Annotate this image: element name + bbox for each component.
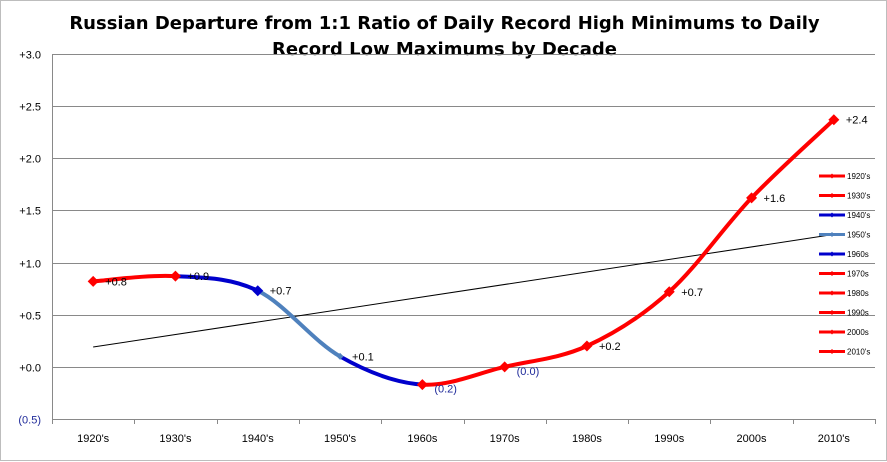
legend-marker bbox=[829, 290, 835, 296]
legend-marker bbox=[829, 310, 835, 315]
axes bbox=[52, 54, 876, 424]
legend-label: 1920's bbox=[847, 172, 870, 181]
legend-label: 1940's bbox=[847, 211, 870, 220]
legend-label: 1990s bbox=[847, 309, 869, 318]
legend-label: 2000s bbox=[847, 328, 869, 337]
data-label: +0.7 bbox=[681, 287, 703, 299]
data-label: +0.2 bbox=[599, 341, 621, 353]
data-point bbox=[416, 379, 428, 391]
legend-label: 2010's bbox=[847, 348, 870, 357]
gridlines bbox=[52, 54, 875, 368]
data-label: +2.4 bbox=[846, 115, 868, 127]
data-point bbox=[663, 286, 675, 298]
y-tick-label: +1.5 bbox=[19, 206, 41, 218]
data-label: +1.6 bbox=[764, 193, 786, 205]
legend-marker bbox=[829, 232, 835, 237]
data-point bbox=[746, 192, 758, 204]
legend-label: 1930's bbox=[847, 192, 870, 201]
y-tick-label: +1.0 bbox=[19, 259, 41, 271]
x-tick-label: 1930's bbox=[159, 433, 192, 445]
x-tick-label: 1920's bbox=[77, 433, 110, 445]
series-segment bbox=[255, 288, 343, 359]
x-tick-label: 1960s bbox=[407, 433, 437, 445]
legend-marker bbox=[829, 212, 835, 218]
legend-marker bbox=[829, 251, 835, 257]
data-point bbox=[336, 352, 344, 360]
series-segment bbox=[420, 364, 507, 387]
legend-marker bbox=[829, 193, 835, 198]
series-segment bbox=[173, 274, 260, 293]
x-tick-label: 2010's bbox=[818, 433, 851, 445]
legend-label: 1970s bbox=[847, 270, 869, 279]
y-tick-label: +2.5 bbox=[19, 102, 41, 114]
series-segment bbox=[584, 289, 672, 348]
legend-label: 1960s bbox=[847, 250, 869, 259]
legend-label: 1980s bbox=[847, 289, 869, 298]
x-tick-label: 1970s bbox=[490, 433, 520, 445]
legend-marker bbox=[829, 173, 835, 179]
data-point bbox=[828, 114, 840, 126]
x-tick-label: 2000s bbox=[737, 433, 767, 445]
data-point bbox=[499, 361, 511, 373]
y-axis-tick-labels: +3.0 +2.5 +2.0 +1.5 +1.0 +0.5 +0.0 (0.5) bbox=[18, 50, 41, 427]
y-tick-label: (0.5) bbox=[18, 415, 41, 427]
data-point bbox=[87, 275, 99, 287]
y-tick-label: +2.0 bbox=[19, 154, 41, 166]
series-segment bbox=[502, 344, 589, 369]
legend-marker bbox=[829, 271, 835, 276]
y-tick-label: +3.0 bbox=[19, 50, 41, 62]
y-tick-label: +0.5 bbox=[19, 311, 41, 323]
x-axis-tick-labels: 1920's 1930's 1940's 1950's 1960s 1970s 1980s 1… bbox=[77, 433, 850, 445]
data-label: +0.7 bbox=[270, 286, 292, 298]
data-label: +0.1 bbox=[352, 351, 374, 363]
legend-marker bbox=[829, 329, 835, 335]
x-tick-label: 1980s bbox=[572, 433, 602, 445]
series-segment bbox=[749, 117, 836, 200]
data-label: (0.0) bbox=[517, 366, 540, 378]
data-point bbox=[169, 270, 181, 282]
x-tick-label: 1990s bbox=[654, 433, 684, 445]
legend-label: 1950's bbox=[847, 231, 870, 240]
data-markers bbox=[87, 114, 840, 391]
legend: 1920's 1930's 1940's 1950's 1960s 1970s 1980s 1… bbox=[819, 172, 870, 357]
series-segment bbox=[667, 195, 754, 294]
trendline-layer bbox=[93, 233, 834, 348]
data-label: (0.2) bbox=[434, 384, 457, 396]
x-tick-label: 1940's bbox=[242, 433, 275, 445]
trendline bbox=[93, 233, 834, 348]
data-point bbox=[252, 285, 264, 297]
chart-title-line-1: Russian Departure from 1:1 Ratio of Dail… bbox=[69, 13, 820, 34]
x-tick-label: 1950's bbox=[324, 433, 357, 445]
data-label: +0.8 bbox=[105, 276, 127, 288]
y-tick-label: +0.0 bbox=[19, 363, 41, 375]
series-line-layer bbox=[91, 117, 836, 387]
data-label: +0.9 bbox=[187, 271, 209, 283]
data-point bbox=[581, 340, 593, 352]
series-segment bbox=[338, 354, 425, 387]
data-labels: +0.8 +0.9 +0.7 +0.1 (0.2) (0.0) +0.2 +0.7 +1.6 +2… bbox=[105, 115, 867, 396]
legend-marker bbox=[829, 349, 835, 354]
